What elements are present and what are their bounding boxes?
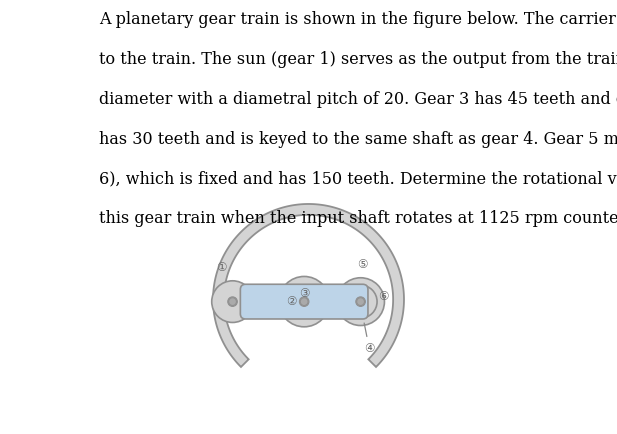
Text: ①: ① [217, 261, 227, 274]
Text: ②: ② [286, 295, 296, 308]
Text: A planetary gear train is shown in the figure below. The carrier (link 2) serves: A planetary gear train is shown in the f… [99, 11, 617, 28]
Text: ④: ④ [364, 323, 375, 355]
Circle shape [344, 285, 377, 318]
Circle shape [212, 281, 254, 322]
Circle shape [299, 297, 309, 306]
Text: to the train. The sun (gear 1) serves as the output from the train and has a 1.0: to the train. The sun (gear 1) serves as… [99, 51, 617, 68]
Text: this gear train when the input shaft rotates at 1125 rpm counterclockwise.: this gear train when the input shaft rot… [99, 210, 617, 227]
Circle shape [228, 297, 238, 306]
Text: 6), which is fixed and has 150 teeth. Determine the rotational velocity of all m: 6), which is fixed and has 150 teeth. De… [99, 171, 617, 187]
Text: diameter with a diametral pitch of 20. Gear 3 has 45 teeth and gear 4 has 20 tee: diameter with a diametral pitch of 20. G… [99, 91, 617, 108]
Circle shape [357, 298, 365, 306]
Text: has 30 teeth and is keyed to the same shaft as gear 4. Gear 5 mates with the rin: has 30 teeth and is keyed to the same sh… [99, 131, 617, 148]
Circle shape [337, 278, 384, 326]
Circle shape [300, 298, 308, 306]
Text: ③: ③ [299, 287, 309, 300]
Circle shape [279, 276, 329, 327]
FancyBboxPatch shape [241, 284, 368, 319]
Circle shape [229, 298, 236, 306]
Text: ⑤: ⑤ [357, 258, 368, 271]
Text: ⑥: ⑥ [379, 290, 389, 303]
Polygon shape [213, 204, 404, 367]
Circle shape [356, 297, 365, 306]
